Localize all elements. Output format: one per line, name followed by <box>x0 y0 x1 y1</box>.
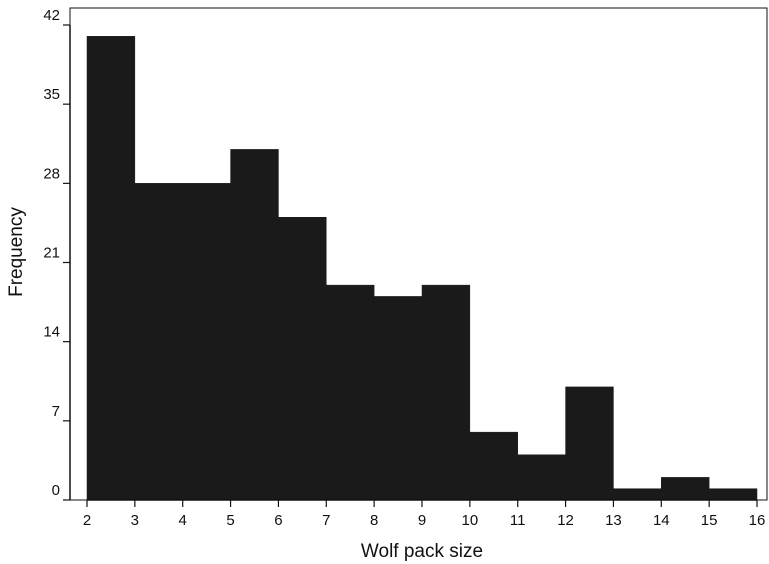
y-tick-label: 21 <box>43 245 60 262</box>
x-axis-title: Wolf pack size <box>361 541 483 562</box>
x-tick-label: 14 <box>653 512 670 529</box>
x-tick-label: 8 <box>370 512 378 529</box>
x-ticks-group: 2 3 4 5 6 7 8 9 10 11 12 13 14 15 16 <box>83 500 766 529</box>
x-tick-label: 11 <box>510 512 526 529</box>
histogram-bar <box>86 36 136 501</box>
histogram-bar <box>182 183 231 501</box>
x-tick-label: 2 <box>83 512 91 529</box>
histogram-bar <box>230 149 279 501</box>
histogram-bar <box>421 284 471 501</box>
histogram-bar <box>708 488 758 501</box>
histogram-bar <box>326 284 375 501</box>
x-tick-label: 15 <box>701 512 718 529</box>
histogram-bar <box>517 454 566 501</box>
x-tick-label: 10 <box>462 512 479 529</box>
histogram-bar <box>565 386 614 501</box>
y-tick-label: 7 <box>52 403 60 420</box>
x-tick-label: 13 <box>605 512 622 529</box>
histogram-bar <box>134 183 183 501</box>
histogram-bar <box>613 488 662 501</box>
x-tick-label: 5 <box>226 512 234 529</box>
y-tick-label: 35 <box>43 86 60 103</box>
y-tick-label: 0 <box>52 482 60 499</box>
histogram-bar <box>469 431 518 501</box>
histogram-bar <box>373 296 423 501</box>
x-tick-label: 3 <box>131 512 139 529</box>
y-axis-title: Frequency <box>6 207 27 297</box>
histogram-bar <box>278 217 327 501</box>
y-tick-label: 42 <box>43 7 60 24</box>
x-tick-label: 4 <box>179 512 187 529</box>
x-tick-label: 6 <box>274 512 282 529</box>
x-tick-label: 16 <box>749 512 766 529</box>
y-tick-label: 14 <box>43 324 60 341</box>
x-tick-label: 12 <box>557 512 574 529</box>
y-tick-label: 28 <box>43 165 60 182</box>
histogram-bar <box>661 477 710 501</box>
x-tick-label: 9 <box>418 512 426 529</box>
y-ticks-group: 0 7 14 21 28 35 42 <box>43 7 70 501</box>
bars-group <box>86 36 758 501</box>
x-tick-label: 7 <box>322 512 330 529</box>
